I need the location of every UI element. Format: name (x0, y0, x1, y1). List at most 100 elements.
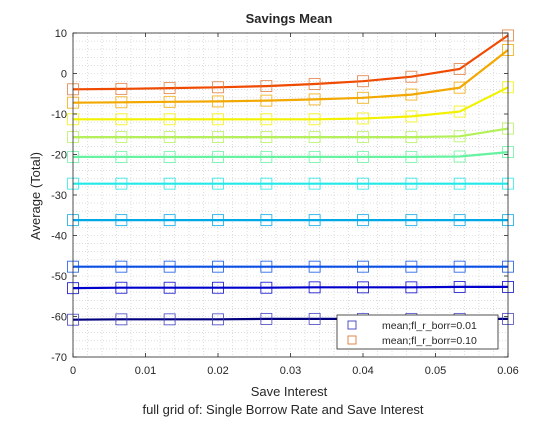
data-point-marker (260, 94, 273, 107)
data-point-marker (405, 110, 418, 123)
data-point-marker (260, 113, 273, 126)
data-point-marker (405, 214, 418, 227)
data-point-marker (260, 177, 273, 190)
x-axis-label: Save Interest (251, 384, 328, 399)
legend: mean;fl_r_borr=0.01 mean;fl_r_borr=0.10 (336, 314, 499, 350)
data-point-marker (357, 177, 369, 190)
data-point-marker (212, 150, 224, 163)
data-point-marker (357, 150, 369, 163)
data-point-marker (405, 281, 418, 294)
series-3 (67, 214, 514, 227)
series-layer (67, 29, 514, 326)
data-point-marker (453, 130, 466, 143)
series-line (72, 34, 509, 91)
data-point-marker (212, 214, 224, 227)
data-point-marker (163, 214, 176, 227)
data-point-marker (212, 281, 224, 294)
data-point-marker (357, 260, 369, 273)
data-point-marker (260, 131, 273, 144)
data-point-marker (163, 113, 176, 126)
data-point-marker (308, 113, 321, 126)
data-point-marker (308, 177, 321, 190)
data-point-marker (115, 260, 128, 273)
series-line (73, 151, 509, 158)
series-line (72, 285, 508, 290)
data-point-marker (260, 312, 273, 325)
data-point-marker (357, 75, 369, 88)
series-5 (67, 146, 514, 163)
data-point-marker (260, 80, 273, 93)
y-tick-label: 0 (61, 69, 67, 81)
data-point-marker (163, 150, 176, 163)
data-point-marker (115, 131, 128, 144)
data-point-marker (453, 105, 466, 118)
data-point-marker (405, 177, 418, 190)
series-line (72, 49, 509, 104)
data-point-marker (163, 82, 176, 95)
data-point-marker (453, 177, 466, 190)
data-point-marker (260, 260, 273, 273)
data-point-marker (308, 260, 321, 273)
data-point-marker (308, 281, 321, 294)
data-point-marker (453, 81, 466, 94)
data-point-marker (260, 214, 273, 227)
data-point-marker (115, 313, 128, 326)
data-point-marker (308, 214, 321, 227)
data-point-marker (163, 281, 176, 294)
y-tick-label: -20 (51, 150, 67, 162)
series-line (73, 127, 509, 139)
data-point-marker (453, 280, 466, 293)
y-tick-label: -50 (51, 271, 67, 283)
data-point-marker (308, 131, 321, 144)
data-point-marker (212, 260, 224, 273)
data-point-marker (163, 177, 176, 190)
x-tick-label: 0.05 (425, 365, 446, 377)
minor-grid (72, 32, 509, 358)
data-point-marker (308, 150, 321, 163)
data-point-marker (357, 112, 369, 125)
data-point-marker (212, 177, 224, 190)
data-point-marker (357, 281, 369, 294)
data-point-marker (308, 93, 321, 106)
legend-item: mean;fl_r_borr=0.10 (347, 335, 477, 347)
data-point-marker (357, 91, 369, 104)
data-point-marker (405, 131, 418, 144)
data-point-marker (357, 214, 369, 227)
data-point-marker (308, 78, 321, 90)
x-tick-label: 0 (70, 365, 76, 377)
data-point-marker (163, 313, 176, 326)
legend-marker (347, 335, 357, 345)
data-point-marker (115, 150, 128, 163)
data-point-marker (163, 260, 176, 273)
y-axis-label: Average (Total) (28, 152, 43, 240)
data-point-marker (308, 312, 321, 325)
legend-marker (347, 320, 357, 330)
x-tick-label: 0.06 (497, 365, 518, 377)
x-tick-label: 0.02 (207, 365, 228, 377)
y-tick-label: -70 (51, 352, 67, 364)
data-point-marker (405, 150, 418, 163)
legend-label: mean;fl_r_borr=0.01 (382, 320, 477, 332)
legend-box (336, 314, 499, 350)
data-point-marker (115, 113, 128, 126)
data-point-marker (453, 214, 466, 227)
data-point-marker (453, 63, 466, 75)
chart-subtitle: full grid of: Single Borrow Rate and Sav… (142, 402, 423, 417)
data-point-marker (115, 177, 128, 190)
y-tick-label: -30 (51, 190, 67, 202)
data-point-marker (115, 96, 128, 109)
data-point-marker (405, 260, 418, 273)
data-point-marker (260, 150, 273, 163)
data-point-marker (357, 131, 369, 144)
chart-title: Savings Mean (246, 11, 333, 26)
data-point-marker (163, 131, 176, 144)
data-point-marker (115, 214, 128, 227)
data-point-marker (212, 113, 224, 126)
data-point-marker (212, 131, 224, 144)
series-4 (67, 177, 514, 190)
series-line (73, 86, 509, 121)
data-point-marker (405, 88, 418, 101)
x-tick-label: 0.04 (352, 365, 373, 377)
